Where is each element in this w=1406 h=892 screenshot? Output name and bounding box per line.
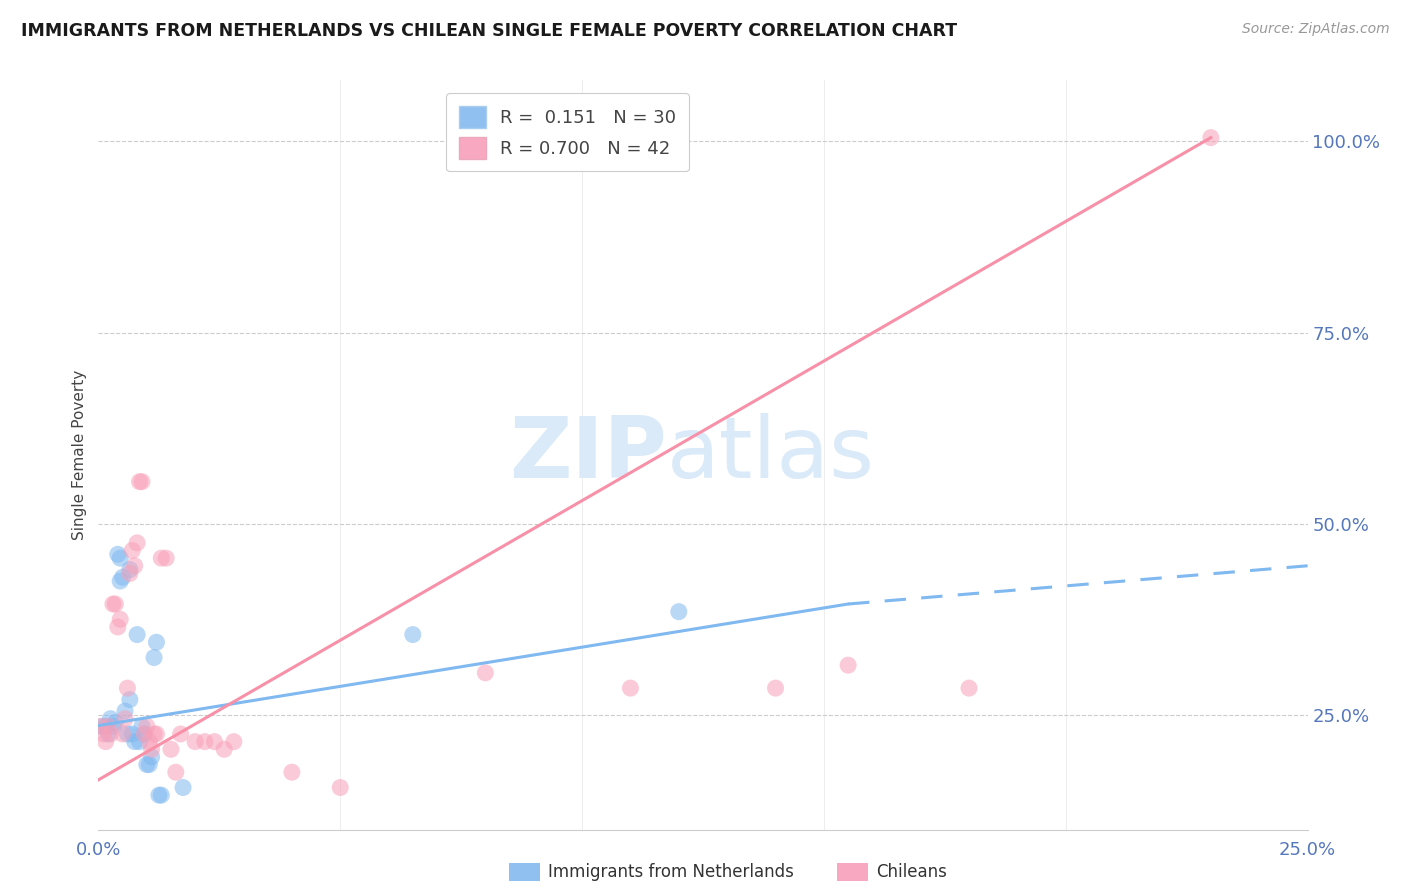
Point: [127, 627, 149, 641]
Point: [135, 757, 157, 772]
Point: [135, 719, 157, 733]
Text: Chileans: Chileans: [876, 863, 946, 881]
Point: [108, 574, 131, 588]
Point: [97, 719, 120, 733]
Point: [222, 734, 245, 748]
Point: [212, 742, 235, 756]
Point: [145, 727, 167, 741]
Point: [141, 750, 163, 764]
Point: [107, 620, 129, 634]
Point: [184, 734, 207, 748]
Point: [117, 681, 139, 695]
Text: ZIP: ZIP: [509, 413, 666, 497]
Point: [668, 605, 690, 619]
Point: [155, 551, 177, 566]
Point: [97, 727, 120, 741]
Point: [474, 665, 496, 680]
Point: [150, 788, 173, 802]
Point: [169, 727, 191, 741]
Point: [134, 727, 156, 741]
Point: [204, 734, 226, 748]
Point: [118, 692, 141, 706]
Point: [957, 681, 980, 695]
Legend: R =  0.151   N = 30, R = 0.700   N = 42: R = 0.151 N = 30, R = 0.700 N = 42: [446, 93, 689, 171]
Point: [114, 712, 136, 726]
Point: [329, 780, 352, 795]
Text: Immigrants from Netherlands: Immigrants from Netherlands: [548, 863, 794, 881]
Point: [172, 780, 194, 795]
Text: atlas: atlas: [666, 413, 875, 497]
Point: [104, 715, 127, 730]
Point: [121, 543, 143, 558]
Point: [127, 536, 149, 550]
Point: [101, 719, 124, 733]
Text: Source: ZipAtlas.com: Source: ZipAtlas.com: [1241, 22, 1389, 37]
Text: IMMIGRANTS FROM NETHERLANDS VS CHILEAN SINGLE FEMALE POVERTY CORRELATION CHART: IMMIGRANTS FROM NETHERLANDS VS CHILEAN S…: [21, 22, 957, 40]
Point: [165, 765, 187, 780]
Point: [143, 727, 166, 741]
Point: [128, 734, 150, 748]
Point: [101, 597, 124, 611]
Point: [160, 742, 183, 756]
Point: [150, 551, 173, 566]
Point: [111, 727, 134, 741]
Point: [108, 612, 131, 626]
Point: [91, 727, 114, 741]
Point: [837, 658, 859, 673]
Point: [108, 551, 131, 566]
Point: [118, 566, 141, 581]
Point: [107, 547, 129, 561]
Point: [131, 719, 153, 733]
Point: [1199, 130, 1222, 145]
Point: [94, 719, 117, 733]
Point: [111, 570, 134, 584]
Point: [124, 558, 146, 573]
Point: [121, 727, 143, 741]
Point: [90, 719, 112, 733]
Point: [138, 757, 160, 772]
Point: [114, 704, 136, 718]
Point: [765, 681, 787, 695]
Point: [141, 742, 163, 756]
Point: [619, 681, 641, 695]
Point: [194, 734, 217, 748]
Point: [134, 727, 156, 741]
Point: [131, 475, 153, 489]
Point: [145, 635, 167, 649]
Point: [143, 650, 166, 665]
Point: [117, 727, 139, 741]
Point: [402, 627, 425, 641]
Point: [118, 563, 141, 577]
Point: [281, 765, 304, 780]
Point: [100, 727, 122, 741]
Point: [138, 734, 160, 748]
Point: [128, 475, 150, 489]
Point: [124, 734, 146, 748]
Point: [94, 734, 117, 748]
Point: [104, 597, 127, 611]
Y-axis label: Single Female Poverty: Single Female Poverty: [72, 370, 87, 540]
Point: [148, 788, 170, 802]
Point: [100, 712, 122, 726]
Point: [91, 719, 114, 733]
